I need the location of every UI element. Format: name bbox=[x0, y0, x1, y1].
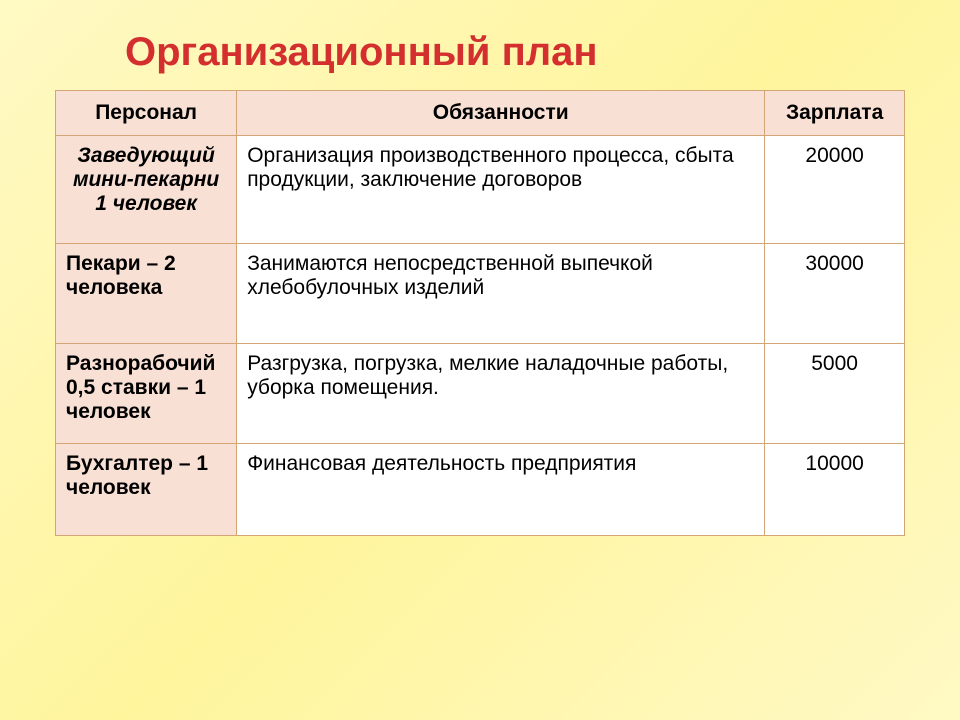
cell-salary: 5000 bbox=[765, 344, 905, 444]
cell-salary: 10000 bbox=[765, 444, 905, 536]
cell-personnel: Заведующий мини-пекарни1 человек bbox=[56, 136, 237, 244]
page-title: Организационный план bbox=[125, 30, 905, 75]
table-row: Заведующий мини-пекарни1 человек Организ… bbox=[56, 136, 905, 244]
cell-salary: 30000 bbox=[765, 244, 905, 344]
table-header-row: Персонал Обязанности Зарплата bbox=[56, 91, 905, 136]
col-header-salary: Зарплата bbox=[765, 91, 905, 136]
cell-personnel: Бухгалтер – 1 человек bbox=[56, 444, 237, 536]
cell-duties: Занимаются непосредственной выпечкой хле… bbox=[237, 244, 765, 344]
cell-duties: Разгрузка, погрузка, мелкие наладочные р… bbox=[237, 344, 765, 444]
table-row: Бухгалтер – 1 человек Финансовая деятель… bbox=[56, 444, 905, 536]
cell-duties: Финансовая деятельность предприятия bbox=[237, 444, 765, 536]
cell-salary: 20000 bbox=[765, 136, 905, 244]
org-plan-table: Персонал Обязанности Зарплата Заведующий… bbox=[55, 90, 905, 536]
cell-personnel: Разнорабочий 0,5 ставки – 1 человек bbox=[56, 344, 237, 444]
cell-personnel: Пекари – 2 человека bbox=[56, 244, 237, 344]
col-header-duties: Обязанности bbox=[237, 91, 765, 136]
table-row: Пекари – 2 человека Занимаются непосредс… bbox=[56, 244, 905, 344]
col-header-personnel: Персонал bbox=[56, 91, 237, 136]
table-row: Разнорабочий 0,5 ставки – 1 человек Разг… bbox=[56, 344, 905, 444]
cell-duties: Организация производственного процесса, … bbox=[237, 136, 765, 244]
